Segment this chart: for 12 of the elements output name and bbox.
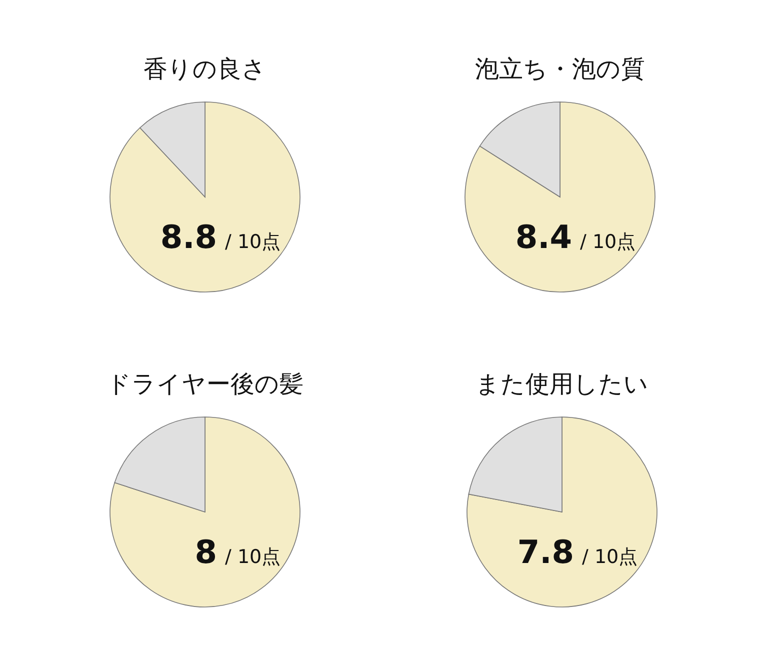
chart-title: 泡立ち・泡の質	[475, 55, 645, 83]
chart-title: 香りの良さ	[144, 55, 266, 83]
data-label: 7.8	[517, 533, 574, 571]
chart-title: ドライヤー後の髪	[106, 370, 304, 398]
text: / 10点	[225, 546, 281, 568]
text: / 10点	[582, 546, 638, 568]
data-label: 8.4	[515, 218, 572, 256]
text: / 10点	[580, 231, 636, 253]
chart-title: また使用したい	[476, 370, 648, 398]
data-label: 8.8	[160, 218, 217, 256]
text: / 10点	[225, 231, 281, 253]
data-label: 8	[194, 533, 217, 571]
